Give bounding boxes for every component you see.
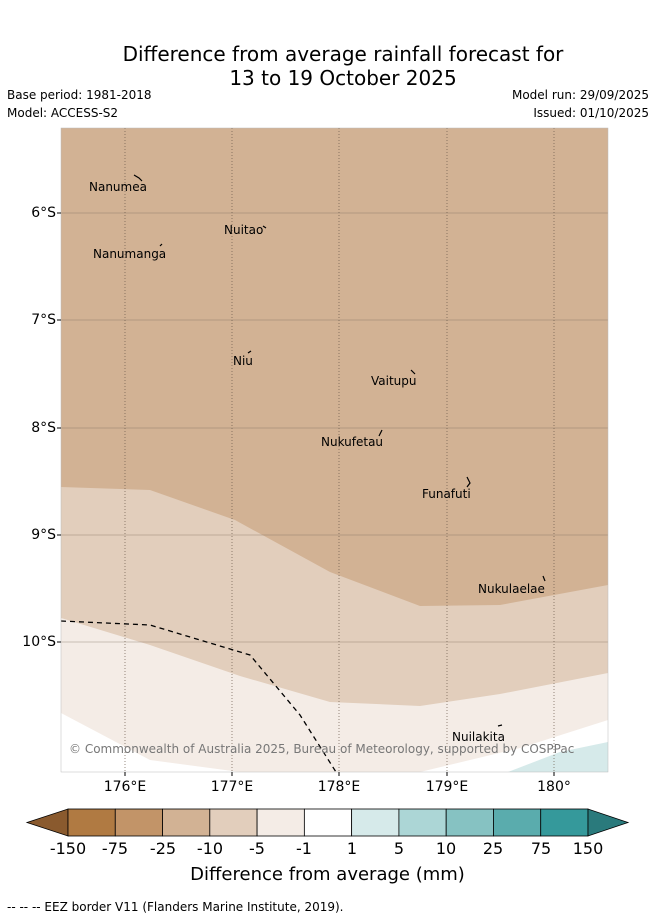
colorbar-extend-high bbox=[587, 808, 630, 837]
model-name: Model: ACCESS-S2 bbox=[7, 106, 119, 120]
colorbar-segment bbox=[209, 808, 258, 837]
colorbar-bar bbox=[25, 808, 630, 837]
lat-label-10s: 10°S bbox=[22, 634, 56, 650]
colorbar-tick: -10 bbox=[196, 839, 224, 858]
colorbar-tick: 5 bbox=[393, 839, 405, 858]
lon-gridlines bbox=[124, 128, 555, 772]
lon-label-177e: 177°E bbox=[210, 779, 254, 795]
model-run: Model run: 29/09/2025 bbox=[511, 88, 649, 102]
colorbar-tick: 150 bbox=[572, 839, 604, 858]
place-nukulaelae: Nukulaelae bbox=[478, 582, 545, 596]
colorbar-segment bbox=[493, 808, 542, 837]
colorbar-extend-low bbox=[25, 808, 69, 837]
lat-label-7s: 7°S bbox=[31, 312, 56, 328]
colorbar-tick: -25 bbox=[149, 839, 177, 858]
lat-label-9s: 9°S bbox=[31, 527, 56, 543]
lat-label-8s: 8°S bbox=[31, 420, 56, 436]
axis-ticks bbox=[57, 212, 555, 776]
colorbar-segment bbox=[114, 808, 163, 837]
issued-date: Issued: 01/10/2025 bbox=[533, 106, 649, 120]
place-nanumanga: Nanumanga bbox=[93, 247, 167, 261]
colorbar-tick: 75 bbox=[530, 839, 552, 858]
island-outlines bbox=[133, 174, 546, 727]
colorbar-tick: 1 bbox=[346, 839, 358, 858]
colorbar-tick: -150 bbox=[49, 839, 87, 858]
colorbar-tick: -1 bbox=[296, 839, 312, 858]
place-nuilakita: Nuilakita bbox=[452, 730, 505, 744]
colorbar-tick: 10 bbox=[435, 839, 457, 858]
lon-label-178e: 178°E bbox=[317, 779, 361, 795]
place-niu: Niu bbox=[233, 354, 253, 368]
colorbar-segment bbox=[303, 808, 353, 837]
copyright-notice: © Commonwealth of Australia 2025, Bureau… bbox=[69, 742, 575, 756]
colorbar-tick: -75 bbox=[101, 839, 129, 858]
colorbar-segment bbox=[162, 808, 211, 837]
eez-border-line bbox=[61, 620, 337, 772]
place-nukufetau: Nukufetau bbox=[321, 435, 384, 449]
lat-label-6s: 6°S bbox=[31, 205, 56, 221]
colorbar-segment bbox=[540, 808, 589, 837]
lon-label-179e: 179°E bbox=[425, 779, 469, 795]
place-vaitupu: Vaitupu bbox=[371, 374, 417, 388]
map-title-line2: 13 to 19 October 2025 bbox=[229, 66, 457, 90]
region-minus1-to-minus5 bbox=[61, 618, 608, 772]
eez-legend: -- -- -- EEZ border V11 (Flanders Marine… bbox=[7, 900, 344, 914]
colorbar-tick: 25 bbox=[482, 839, 504, 858]
place-funafuti: Funafuti bbox=[422, 487, 471, 501]
colorbar-tick: -5 bbox=[249, 839, 265, 858]
colorbar-segment bbox=[445, 808, 494, 837]
place-nanumea: Nanumea bbox=[89, 180, 147, 194]
colorbar-segment bbox=[256, 808, 305, 837]
colorbar-title: Difference from average (mm) bbox=[190, 864, 465, 885]
place-nuitao: Nuitao bbox=[224, 223, 264, 237]
lon-label-180: 180° bbox=[537, 779, 571, 795]
lat-gridlines bbox=[61, 212, 608, 643]
map-title-line1: Difference from average rainfall forecas… bbox=[122, 42, 564, 66]
region-plus1-to-plus5 bbox=[508, 742, 608, 772]
colorbar-segment bbox=[351, 808, 400, 837]
base-period: Base period: 1981-2018 bbox=[7, 88, 152, 102]
colorbar-segment bbox=[67, 808, 116, 837]
lon-label-176e: 176°E bbox=[103, 779, 147, 795]
colorbar-segment bbox=[398, 808, 447, 837]
